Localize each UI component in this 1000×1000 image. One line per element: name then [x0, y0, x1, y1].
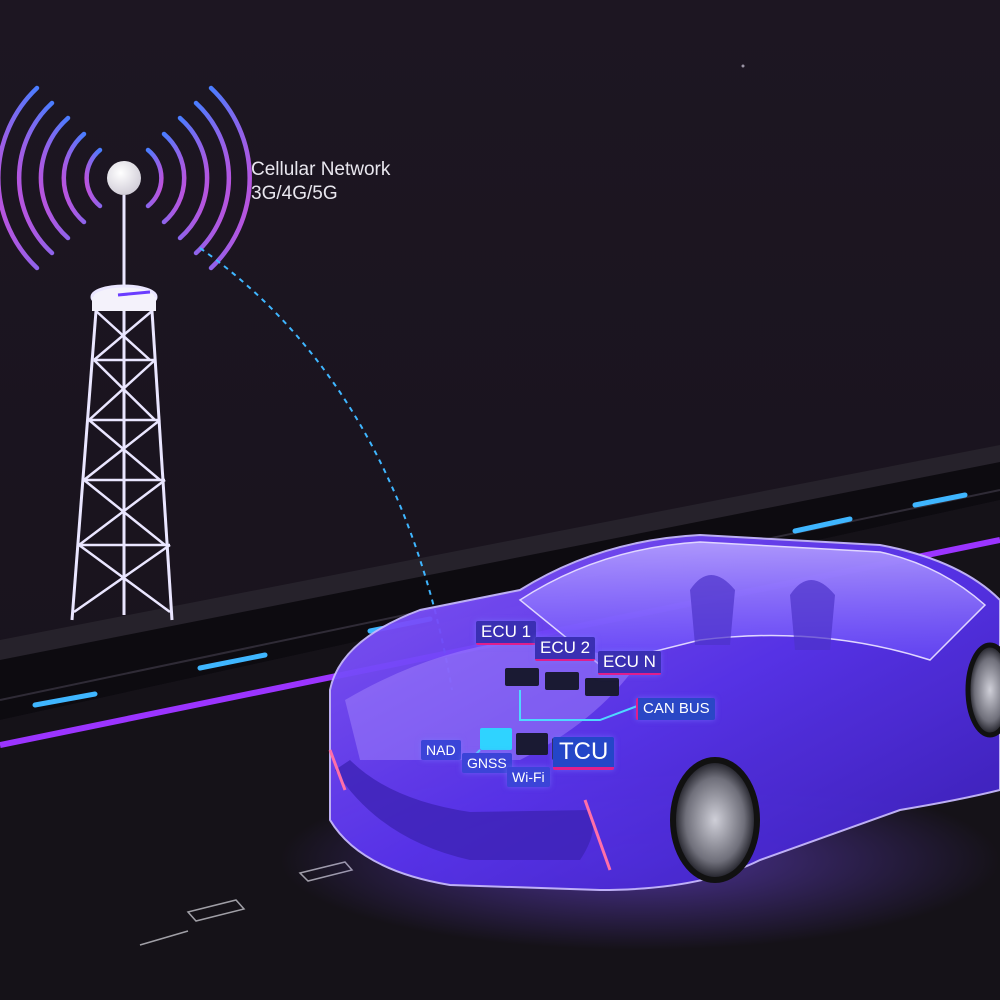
cell-tower-icon — [70, 161, 174, 621]
label-wifi: Wi-Fi — [507, 767, 550, 787]
label-nad: NAD — [421, 740, 461, 760]
label-can-bus: CAN BUS — [636, 698, 715, 720]
network-caption: Cellular Network 3G/4G/5G — [251, 158, 390, 206]
label-gnss: GNSS — [462, 753, 512, 773]
label-tcu: TCU — [553, 737, 615, 770]
network-title: Cellular Network — [251, 159, 391, 180]
label-ecu-n: ECU N — [598, 651, 661, 675]
signal-waves-icon — [0, 85, 252, 271]
network-subtitle: 3G/4G/5G — [251, 183, 338, 204]
star — [741, 64, 745, 68]
label-ecu-1: ECU 1 — [476, 621, 537, 645]
label-ecu-2: ECU 2 — [535, 637, 596, 661]
